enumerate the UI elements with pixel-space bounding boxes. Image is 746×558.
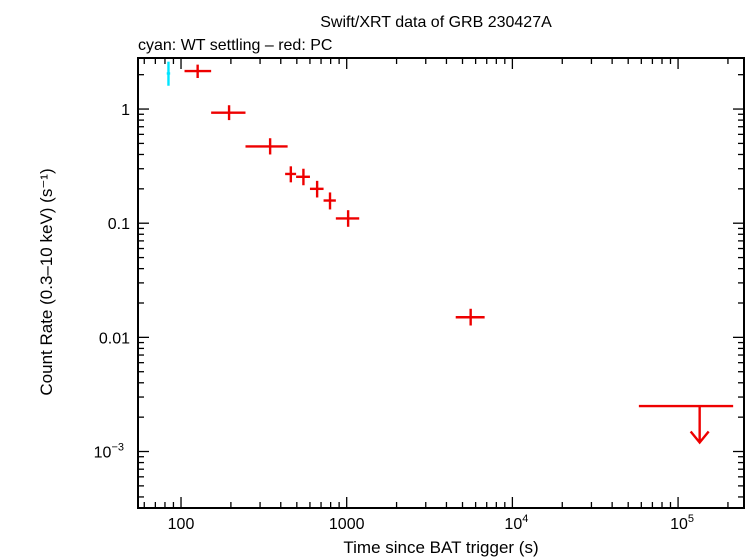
y-tick-label: 0.1 (108, 216, 130, 233)
x-tick-label: 104 (504, 513, 528, 533)
chart-subtitle: cyan: WT settling – red: PC (138, 37, 332, 54)
plot-frame (137, 57, 745, 509)
upper-limit-arrow (689, 430, 710, 445)
x-tick-label: 1000 (329, 516, 365, 533)
y-axis-label: Count Rate (0.3–10 keV) (s⁻¹) (37, 168, 56, 395)
chart-title: Swift/XRT data of GRB 230427A (320, 14, 552, 31)
x-axis-label: Time since BAT trigger (s) (343, 538, 538, 557)
x-tick-label: 100 (168, 516, 195, 533)
plot-area: 100 1000 104 105 1 0.1 0.01 10−3 (94, 57, 745, 533)
y-tick-label: 0.01 (99, 330, 130, 347)
x-tick-label: 105 (670, 513, 694, 533)
y-tick-label: 1 (121, 102, 130, 119)
y-tick-label: 10−3 (94, 442, 124, 462)
